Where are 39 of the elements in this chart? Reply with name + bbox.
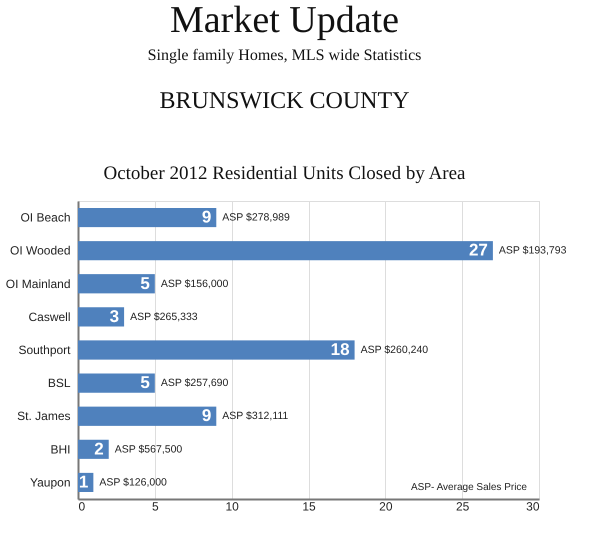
annotation: ASP $567,500 (114, 443, 182, 456)
data-label: 27 (468, 240, 488, 260)
annotation: ASP $156,000 (160, 278, 229, 290)
data-label: 9 (202, 208, 212, 227)
x-tick-label: 20 (379, 500, 393, 514)
y-tick-label: OI Wooded (10, 244, 70, 258)
data-label: 9 (202, 406, 212, 426)
y-tick-label: OI Beach (20, 210, 70, 225)
chart-title: Market Update (170, 0, 399, 41)
annotation: ASP- Average Sales Price (411, 482, 528, 493)
annotation: ASP $265,333 (130, 310, 198, 323)
y-tick-label: St. James (17, 409, 70, 424)
data-label: 2 (94, 439, 104, 458)
y-tick-label: Yaupon (30, 475, 70, 490)
y-tick-label: Southport (18, 343, 72, 357)
data-label: 1 (78, 472, 88, 492)
x-tick-label: 25 (456, 500, 470, 514)
annotation: ASP $312,111 (222, 410, 288, 422)
annotation: ASP $257,690 (160, 377, 229, 390)
x-tick-label: 15 (302, 500, 316, 514)
x-tick-label: 10 (225, 500, 240, 514)
data-label: 3 (110, 306, 120, 326)
text: BRUNSWICK COUNTY (159, 88, 410, 114)
chart-subtitle: Single family Homes, MLS wide Statistics (148, 47, 422, 64)
y-tick-label: BSL (48, 376, 71, 390)
annotation: ASP $126,000 (99, 476, 168, 488)
annotation: ASP $193,793 (498, 244, 567, 257)
x-tick-label: 5 (152, 500, 159, 514)
y-tick-label: OI Mainland (6, 276, 70, 291)
y-tick-label: BHI (50, 442, 70, 456)
data-label: 5 (140, 373, 150, 392)
text: October 2012 Residential Units Closed by Area (104, 163, 466, 184)
x-tick-label: 30 (526, 500, 540, 514)
y-tick-label: Caswell (28, 310, 70, 324)
annotation: ASP $260,240 (360, 344, 428, 356)
annotation: ASP $278,989 (222, 212, 290, 224)
data-label: 5 (140, 274, 150, 293)
data-label: 18 (330, 340, 350, 359)
x-tick-label: 0 (78, 500, 86, 514)
